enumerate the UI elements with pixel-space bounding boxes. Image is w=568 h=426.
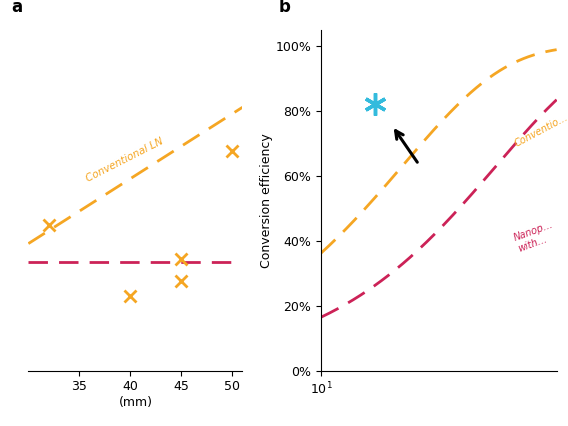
Y-axis label: Conversion efficiency: Conversion efficiency <box>260 133 273 268</box>
Text: Nanop…
with…: Nanop… with… <box>512 219 559 254</box>
X-axis label: (mm): (mm) <box>119 396 152 409</box>
Text: a: a <box>11 0 22 16</box>
Text: b: b <box>279 0 291 16</box>
Text: Conventio…: Conventio… <box>512 112 568 148</box>
Text: Conventional LN: Conventional LN <box>85 136 165 184</box>
